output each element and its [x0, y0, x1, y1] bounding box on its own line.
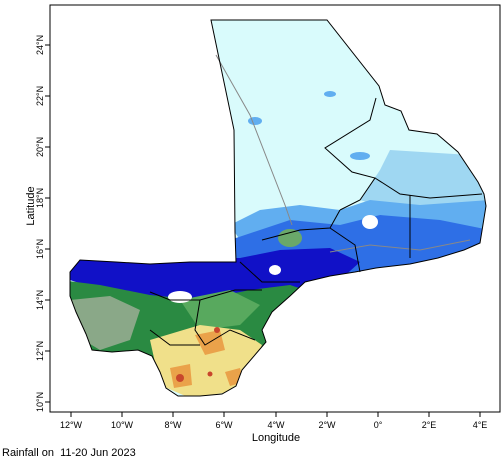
x-tick-label: 12°W: [60, 420, 83, 430]
river-line-1: [215, 54, 293, 226]
y-tick-labels: 10°N 12°N 14°N 16°N 18°N 20°N 22°N 24°N: [35, 35, 45, 412]
rain-zone-dry-east: [360, 150, 486, 212]
x-tick-label: 4°E: [473, 420, 488, 430]
country-outline: [69, 19, 487, 397]
x-tick-label: 0°: [374, 420, 383, 430]
y-tick-label: 18°N: [35, 188, 45, 208]
x-tick-labels: 12°W 10°W 8°W 6°W 4°W 2°W 0° 2°E 4°E: [60, 420, 487, 430]
rain-speck-1: [324, 91, 336, 97]
y-tick-label: 20°N: [35, 137, 45, 157]
rain-spot-white-1: [168, 291, 192, 303]
x-tick-label: 4°W: [267, 420, 285, 430]
y-tick-label: 10°N: [35, 392, 45, 412]
y-tick-label: 16°N: [35, 239, 45, 259]
x-tick-label: 6°W: [215, 420, 233, 430]
x-tick-label: 8°W: [164, 420, 182, 430]
y-tick-label: 24°N: [35, 35, 45, 55]
rain-speck-3: [350, 152, 370, 160]
rain-spot-white-3: [362, 215, 378, 229]
y-tick-label: 12°N: [35, 341, 45, 361]
y-tick-label: 22°N: [35, 86, 45, 106]
region-borders: [149, 97, 483, 346]
rain-zone-red-3: [207, 371, 213, 377]
y-tick-label: 14°N: [35, 290, 45, 310]
rain-zone-red-1: [176, 374, 184, 382]
x-axis-title: Longitude: [252, 432, 300, 444]
x-tick-label: 2°W: [318, 420, 336, 430]
rain-zone-red-2: [214, 327, 220, 333]
rain-spot-white-2: [269, 265, 281, 275]
rain-zone-green-grey-west: [70, 296, 140, 350]
map-caption: Rainfall on 11-20 Jun 2023: [2, 447, 136, 459]
x-tick-label: 10°W: [111, 420, 134, 430]
x-tick-label: 2°E: [422, 420, 437, 430]
river-line-2: [329, 239, 471, 253]
rain-spot-green-lake: [278, 229, 302, 247]
y-axis-title: Latitude: [25, 186, 37, 225]
axis-ticks: [45, 44, 481, 417]
rain-speck-2: [248, 117, 262, 125]
